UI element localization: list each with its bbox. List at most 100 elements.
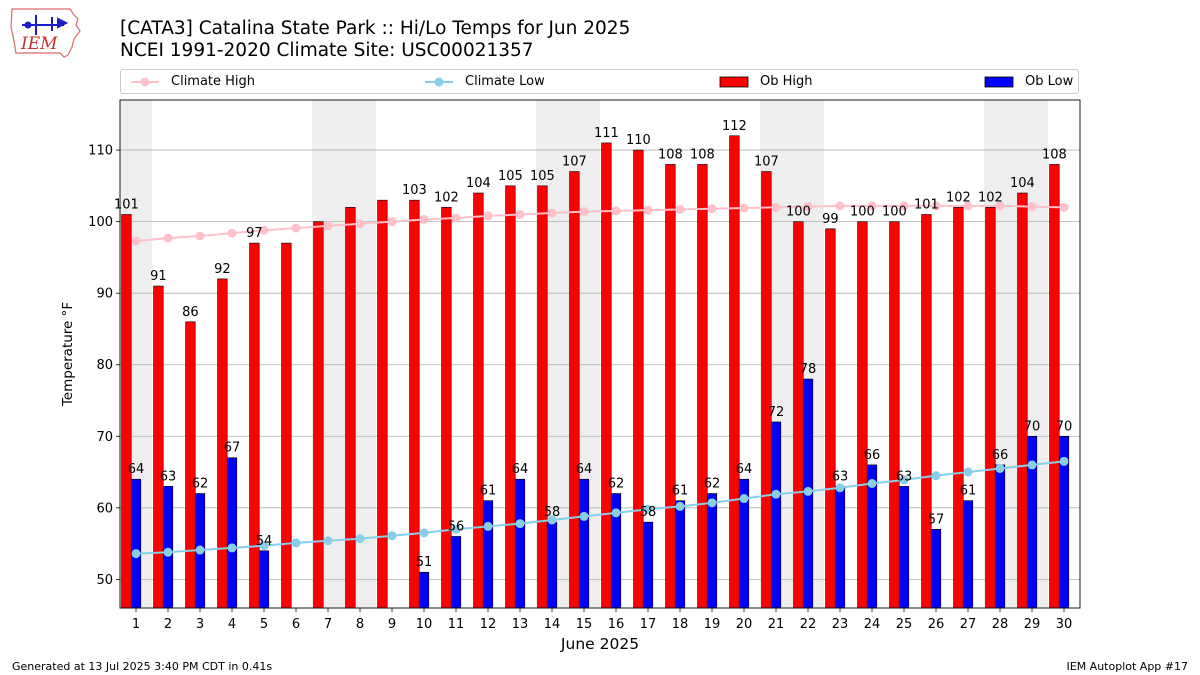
ob-high-bar [249, 242, 260, 609]
ob-high-value-label: 86 [182, 305, 199, 320]
climate-low-point [451, 524, 461, 534]
climate-low-point [291, 538, 301, 548]
x-tick-label: 6 [292, 617, 300, 632]
ob-low-value-label: 58 [544, 505, 561, 520]
x-tick-label: 10 [416, 617, 433, 632]
climate-high-point [387, 217, 397, 227]
footer-generated: Generated at 13 Jul 2025 3:40 PM CDT in … [12, 660, 273, 673]
legend-marker-ob-low [984, 76, 1014, 88]
climate-high-point [291, 223, 301, 233]
ob-low-bar [930, 528, 942, 609]
climate-high-point [739, 203, 749, 213]
ob-high-bar [665, 164, 676, 609]
climate-low-point [419, 528, 429, 538]
climate-high-point [675, 204, 685, 214]
climate-low-point [675, 501, 685, 511]
ob-low-value-label: 58 [640, 505, 657, 520]
x-tick-label: 9 [388, 617, 396, 632]
ob-low-value-label: 67 [224, 441, 241, 456]
ob-low-bar [994, 464, 1006, 609]
climate-low-line [135, 460, 1065, 555]
ob-high-value-label: 108 [1042, 147, 1067, 162]
climate-low-point [547, 515, 557, 525]
climate-high-point [259, 225, 269, 235]
ob-high-bar [185, 321, 196, 609]
ob-high-value-label: 103 [402, 183, 427, 198]
ob-low-value-label: 63 [896, 469, 913, 484]
climate-high-point [867, 201, 877, 211]
x-tick-label: 28 [992, 617, 1009, 632]
climate-low-point [259, 541, 269, 551]
climate-low-point [163, 547, 173, 557]
x-tick-label: 2 [164, 617, 172, 632]
ob-high-bar [313, 221, 324, 609]
ob-high-value-label: 100 [850, 205, 875, 220]
climate-low-point [771, 489, 781, 499]
ob-low-value-label: 61 [960, 484, 977, 499]
y-tick-label: 90 [96, 287, 113, 302]
legend-label-climate-high: Climate High [171, 74, 256, 89]
climate-low-point [579, 511, 589, 521]
ob-high-bar [409, 199, 420, 609]
ob-low-bar [674, 500, 686, 609]
climate-high-line [135, 204, 1065, 242]
ob-high-value-label: 100 [786, 205, 811, 220]
ob-low-value-label: 64 [128, 462, 145, 477]
climate-low-point [867, 479, 877, 489]
ob-low-value-label: 61 [480, 484, 497, 499]
climate-high-point [643, 205, 653, 215]
climate-low-point [931, 471, 941, 481]
ob-low-value-label: 51 [416, 555, 433, 570]
ob-high-bar [537, 185, 548, 609]
plot-frame [119, 99, 1081, 609]
ob-low-bar [130, 478, 142, 609]
ob-low-value-label: 70 [1024, 419, 1041, 434]
ob-high-value-label: 108 [658, 147, 683, 162]
y-tick-label: 60 [96, 501, 113, 516]
climate-high-point [611, 206, 621, 216]
climate-low-point [643, 504, 653, 514]
climate-low-point [707, 498, 717, 508]
ob-high-value-label: 111 [594, 126, 619, 141]
climate-high-point [419, 214, 429, 224]
ob-high-bar [281, 242, 292, 609]
x-tick-label: 23 [832, 617, 849, 632]
ob-high-value-label: 102 [978, 190, 1003, 205]
ob-high-bar [377, 199, 388, 609]
x-tick-label: 20 [736, 617, 753, 632]
ob-high-bar [857, 221, 868, 609]
ob-low-value-label: 62 [704, 477, 721, 492]
ob-high-value-label: 92 [214, 262, 231, 277]
climate-low-point [323, 536, 333, 546]
climate-low-point [515, 519, 525, 529]
ob-high-value-label: 102 [946, 190, 971, 205]
ob-high-bar [889, 221, 900, 609]
x-tick-label: 26 [928, 617, 945, 632]
ob-high-bar [697, 164, 708, 609]
climate-high-point [323, 221, 333, 231]
ob-high-value-label: 99 [822, 212, 839, 227]
ob-low-value-label: 70 [1056, 419, 1073, 434]
climate-low-point [1059, 456, 1069, 466]
x-tick-label: 17 [640, 617, 657, 632]
ob-high-bar [601, 142, 612, 609]
ob-low-value-label: 63 [832, 469, 849, 484]
climate-low-point [899, 475, 909, 485]
ob-high-value-label: 104 [466, 176, 491, 191]
y-axis-label: Temperature °F [60, 302, 76, 407]
ob-high-value-label: 100 [882, 205, 907, 220]
ob-high-value-label: 110 [626, 133, 651, 148]
ob-low-bar [482, 500, 494, 609]
ob-low-value-label: 63 [160, 469, 177, 484]
ob-low-value-label: 62 [192, 477, 209, 492]
x-tick-label: 15 [576, 617, 593, 632]
climate-high-point [899, 201, 909, 211]
x-tick-label: 3 [196, 617, 204, 632]
ob-low-value-label: 66 [992, 448, 1009, 463]
logo-text: IEM [20, 34, 58, 54]
iowa-outline-shape [10, 8, 81, 58]
legend-label-ob-high: Ob High [760, 74, 813, 89]
ob-high-value-label: 91 [150, 269, 167, 284]
weather-station-icon [22, 15, 69, 35]
